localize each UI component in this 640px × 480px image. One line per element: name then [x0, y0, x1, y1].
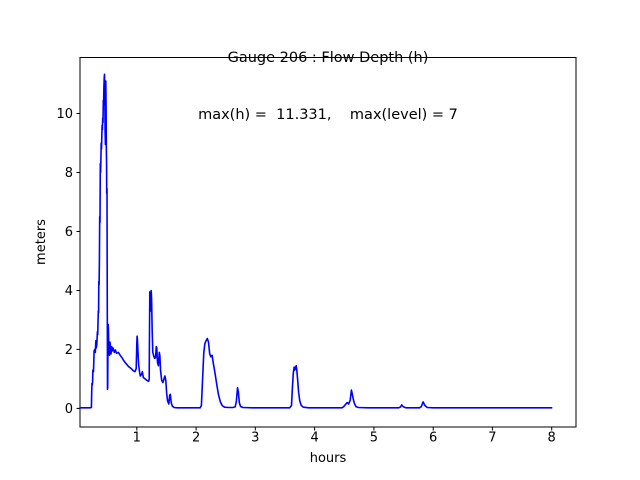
x-tick-label-2: 2	[192, 431, 200, 446]
y-tick-label-8: 8	[65, 166, 73, 181]
y-axis-ticks: 0 2 4 6 8 10	[56, 107, 80, 417]
x-tick-label-8: 8	[548, 431, 556, 446]
x-tick-label-7: 7	[488, 431, 496, 446]
y-tick-label-6: 6	[65, 225, 73, 240]
x-tick-label-5: 5	[370, 431, 378, 446]
y-tick-label-0: 0	[65, 402, 73, 417]
x-tick-label-4: 4	[310, 431, 318, 446]
chart-subtitle: max(h) = 11.331, max(level) = 7	[198, 107, 458, 123]
y-tick-label-2: 2	[65, 343, 73, 358]
x-tick-label-1: 1	[133, 431, 141, 446]
x-tick-label-3: 3	[251, 431, 259, 446]
flow-depth-line	[79, 73, 553, 409]
y-tick-label-10: 10	[56, 107, 73, 122]
chart-title: Gauge 206 : Flow Depth (h)	[227, 50, 429, 66]
x-axis-ticks: 1 2 3 4 5 6 7 8	[133, 427, 556, 446]
plot-area	[79, 57, 577, 428]
x-axis-label: hours	[310, 451, 347, 466]
y-tick-label-4: 4	[65, 284, 73, 299]
y-axis-label: meters	[34, 219, 49, 265]
x-tick-label-6: 6	[429, 431, 437, 446]
title-block: Gauge 206 : Flow Depth (h) max(h) = 11.3…	[80, 11, 576, 163]
